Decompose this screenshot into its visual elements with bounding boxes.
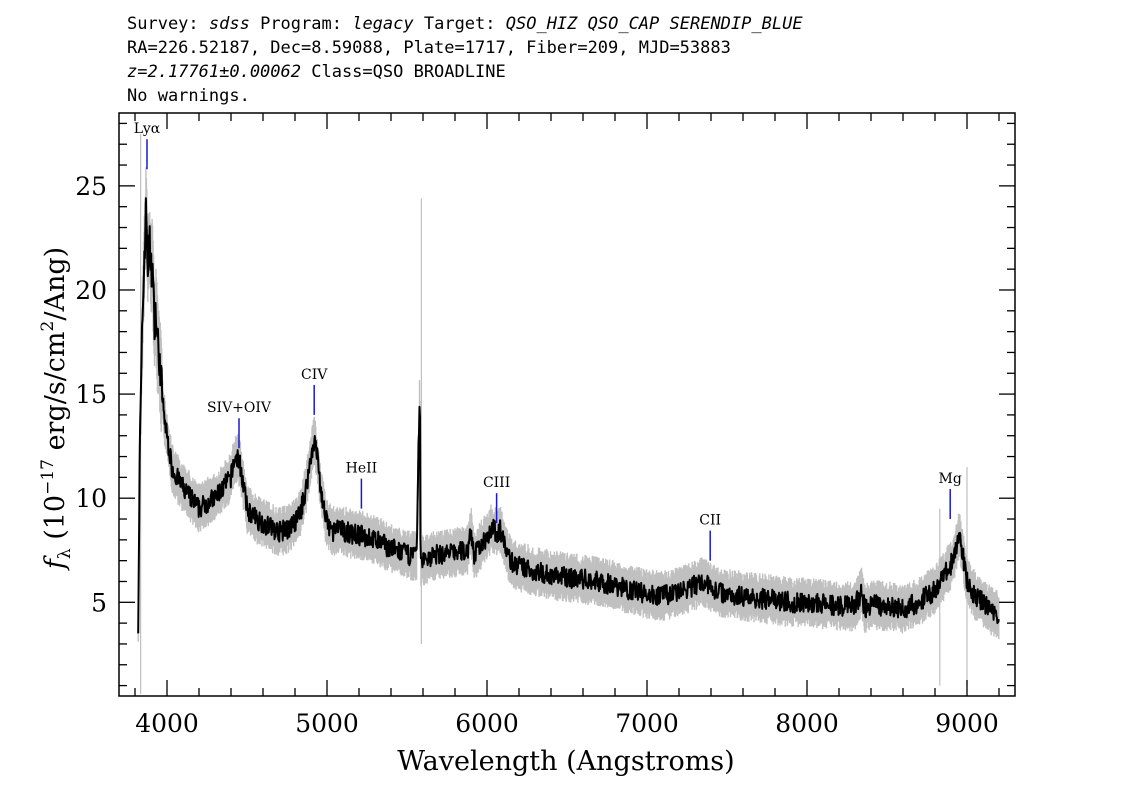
x-tick-label: 5000 [295,709,359,738]
y-axis-title-sub: λ [55,548,75,559]
emission-line-label: Mg [939,471,962,487]
x-tick-label: 6000 [455,709,519,738]
plot-frame [118,112,1016,697]
emission-line-label: CII [699,513,721,529]
emission-line-label: Lyα [134,121,161,137]
y-axis-title-end: /Ang) [40,247,71,321]
survey-value: sdss [208,14,250,34]
flux-layer [137,197,1000,634]
emission-line-label: CIII [483,475,510,491]
target-value: QSO_HIZ QSO_CAP SERENDIP_BLUE [505,14,803,34]
header-line-warnings: No warnings. [127,86,250,106]
x-tick-label: 7000 [615,709,679,738]
y-tick-label: 25 [75,172,107,201]
emission-line-label: HeII [346,461,378,477]
y-tick-label: 5 [91,588,107,617]
y-axis-title-f: f [40,555,71,571]
program-value: legacy [352,14,414,34]
header-line-survey: Survey: sdss Program: legacy Target: QSO… [127,12,803,36]
class-value: Class=QSO BROADLINE [301,62,506,82]
spectrum-header: Survey: sdss Program: legacy Target: QSO… [127,12,803,108]
y-tick-label: 20 [75,276,107,305]
emission-lines-layer: Lyα SIV+OIV CIV HeII CIII CII Mg [134,121,962,561]
x-tick-label: 4000 [135,709,199,738]
axes-layer: 4000 5000 6000 7000 8000 9000 5 10 15 20 25 [75,112,1016,738]
header-line-coordinates: RA=226.52187, Dec=8.59088, Plate=1717, F… [127,38,731,58]
y-axis-title-exp: −17 [38,459,58,495]
y-axis-title-mid2: erg/s/cm [40,331,71,459]
y-tick-label: 15 [75,380,107,409]
x-tick-label: 9000 [935,709,999,738]
emission-line-label: CIV [301,367,328,383]
header-line-redshift: z=2.17761±0.00062 Class=QSO BROADLINE [127,60,803,84]
emission-line-label: SIV+OIV [207,400,272,416]
target-label: Target: [413,14,506,34]
y-tick-label: 10 [75,484,107,513]
x-axis-title: Wavelength (Angstroms) [397,746,734,777]
y-axis-title: fλ (10−17 erg/s/cm2/Ang) [38,247,75,571]
y-axis-title-mid: (10 [40,495,71,548]
x-tick-label: 8000 [775,709,839,738]
program-label: Program: [249,14,353,34]
y-axis-title-exp2: 2 [38,321,58,332]
survey-label: Survey: [127,14,209,34]
flux-line [137,197,1000,634]
redshift-value: z=2.17761±0.00062 [127,62,301,82]
